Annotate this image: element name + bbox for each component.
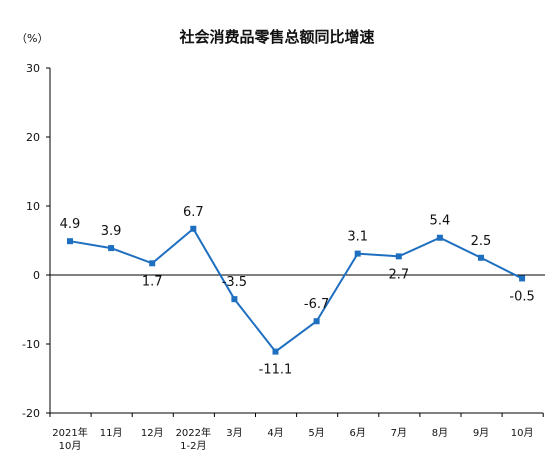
data-point <box>395 253 402 260</box>
data-label: 5.4 <box>430 214 451 229</box>
data-label: 2.7 <box>388 267 409 282</box>
chart-title: 社会消费品零售总额同比增速 <box>179 28 375 46</box>
data-point <box>190 225 197 232</box>
x-tick-label: 2022年 <box>176 426 211 439</box>
data-label: 1.7 <box>142 274 163 289</box>
data-point <box>67 238 73 245</box>
x-tick-label: 9月 <box>473 427 489 439</box>
data-point <box>231 296 238 303</box>
y-tick-label: 20 <box>26 131 40 144</box>
data-point <box>149 260 156 267</box>
y-tick-label: -10 <box>22 338 40 351</box>
x-tick-label: 11月 <box>100 427 123 439</box>
data-point <box>272 348 279 355</box>
y-tick-label: 0 <box>33 269 40 282</box>
data-label: 3.1 <box>347 230 368 245</box>
x-tick-label: 12月 <box>141 427 164 439</box>
x-tick-label: 3月 <box>226 427 242 439</box>
data-label: -6.7 <box>304 297 329 312</box>
data-point <box>519 275 526 282</box>
y-tick-label: 30 <box>26 62 40 75</box>
y-unit-label: （%） <box>16 32 49 45</box>
y-tick-label: -20 <box>22 407 40 420</box>
data-point <box>478 254 484 261</box>
x-tick-label: 8月 <box>432 427 448 439</box>
series-line <box>69 227 523 353</box>
x-tick-label: 10月 <box>511 427 534 439</box>
x-tick-label: 4月 <box>267 427 283 439</box>
data-label: 4.9 <box>60 217 81 232</box>
x-tick-label: 6月 <box>350 427 366 439</box>
data-point <box>108 245 115 252</box>
data-label: -3.5 <box>222 275 247 290</box>
data-label: -0.5 <box>509 289 534 304</box>
x-tick-label: 2021年 <box>52 426 87 439</box>
x-tick-label: 5月 <box>308 427 324 439</box>
x-tick-label: 1-2月 <box>180 440 206 452</box>
x-tick-label: 10月 <box>59 440 82 452</box>
data-label: 3.9 <box>101 224 122 239</box>
data-point <box>436 234 443 241</box>
data-label: 2.5 <box>471 234 492 249</box>
data-label: -11.1 <box>259 363 293 378</box>
x-tick-label: 7月 <box>391 427 407 439</box>
data-label: 6.7 <box>183 205 204 220</box>
data-point <box>354 250 361 257</box>
data-point <box>313 318 320 325</box>
y-tick-label: 10 <box>26 200 40 213</box>
